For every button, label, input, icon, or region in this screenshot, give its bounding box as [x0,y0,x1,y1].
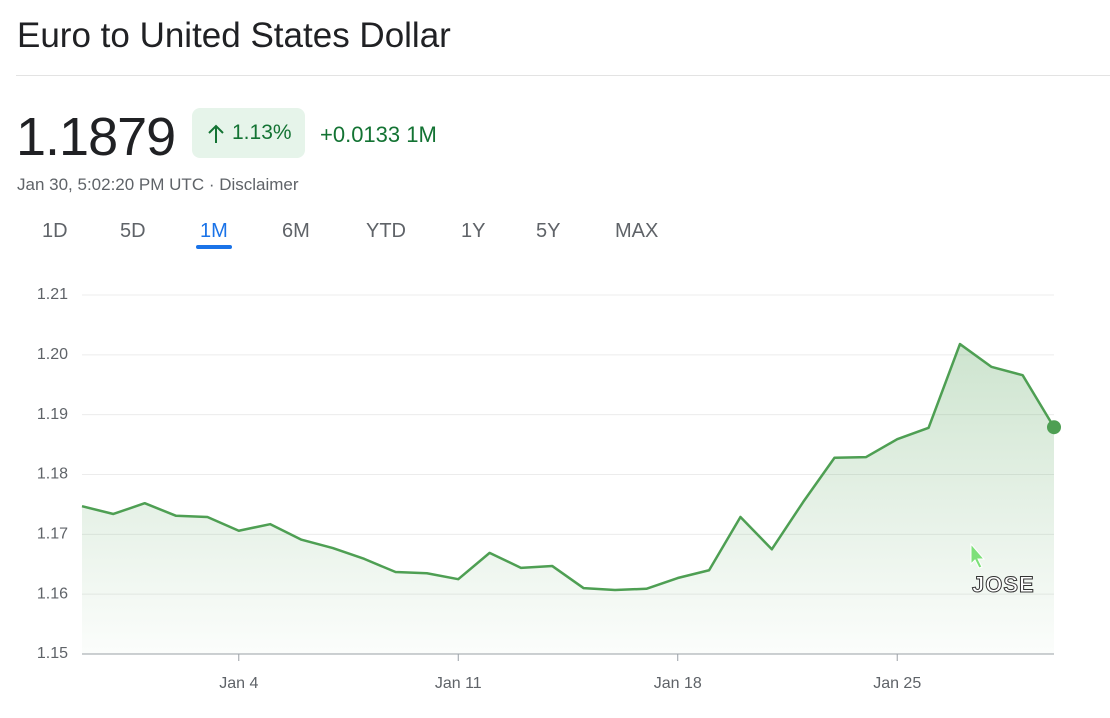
change-percent: 1.13% [232,121,292,144]
x-tick-label: Jan 25 [873,675,921,692]
x-tick-label: Jan 11 [435,675,482,692]
y-tick-label: 1.20 [37,346,68,363]
price: 1.1879 [16,107,176,167]
tab[interactable]: 1Y [461,220,486,242]
area-fill [82,344,1054,654]
up-arrow [208,124,224,143]
tab[interactable]: YTD [366,220,406,242]
tab[interactable]: 1D [42,220,68,242]
change: +0.0133 1M [320,122,437,147]
tab-underline [196,245,232,249]
tab[interactable]: 1M [200,220,228,242]
x-tick-label: Jan 4 [219,675,258,692]
y-tick-label: 1.17 [37,526,68,543]
price-line [81,342,1056,592]
subtitle: Jan 30, 5:02:20 PM UTC · Disclaimer [17,175,299,194]
divider [16,75,1110,76]
y-tick-label: 1.19 [37,406,68,423]
y-tick-label: 1.18 [37,466,68,483]
y-tick-label: 1.16 [37,585,68,602]
cursor [970,542,986,569]
y-tick-label: 1.21 [37,286,68,303]
tab[interactable]: 5Y [536,220,561,242]
cursor-label: JOSE [972,572,1035,597]
x-tick-label: Jan 18 [654,675,702,692]
tab[interactable]: MAX [615,220,659,242]
title: Euro to United States Dollar [17,16,451,55]
y-tick-label: 1.15 [37,645,68,662]
tab[interactable]: 6M [282,220,310,242]
tab[interactable]: 5D [120,220,146,242]
last-point [1047,420,1061,435]
change-badge: 1.13% [192,108,305,158]
